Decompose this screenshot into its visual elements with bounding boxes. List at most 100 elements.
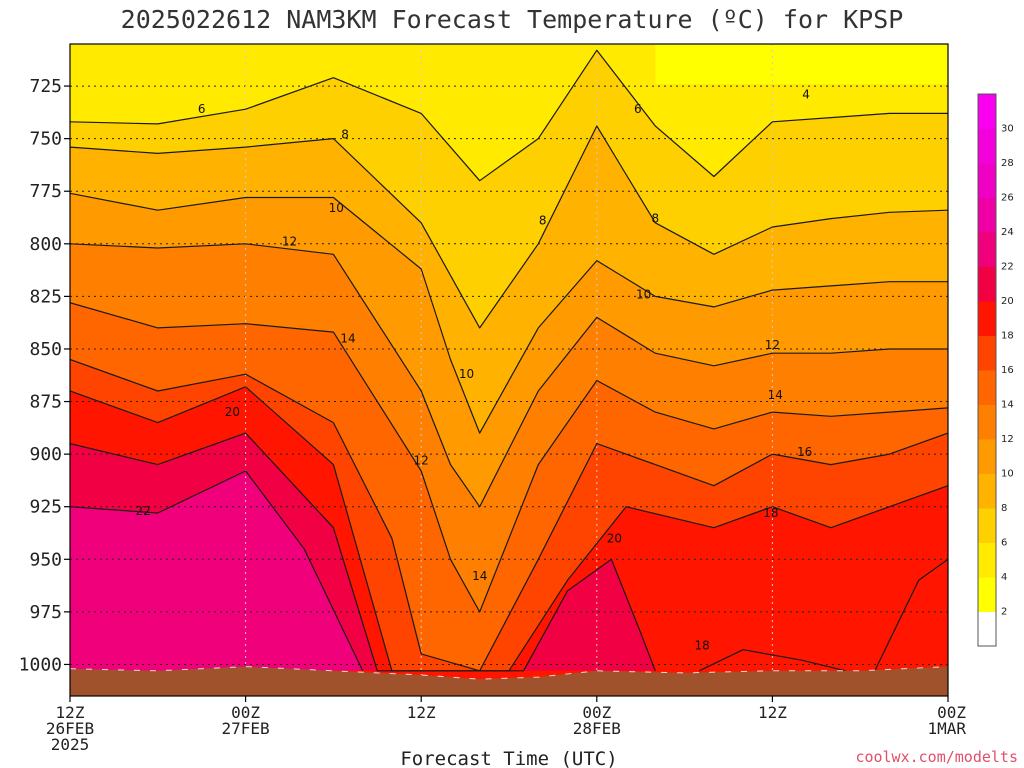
band-fill-22-8 (70, 471, 363, 696)
colorbar-label-24: 24 (1001, 227, 1014, 238)
x-tick-label-12-1: 27FEB (222, 719, 270, 738)
colorbar-frame (977, 93, 997, 647)
isotherm-lines (70, 49, 948, 672)
isotherm-18-9 (698, 649, 846, 672)
isotherm-label-text: 18 (763, 506, 778, 520)
isotherm-label-8: 8 (652, 212, 660, 226)
colorbar-label-6: 6 (1001, 538, 1007, 549)
isotherm-label-text: 6 (634, 102, 642, 116)
isotherm-6-0 (70, 49, 948, 182)
colorbar-label-14: 14 (1001, 400, 1014, 411)
isotherm-8-1 (70, 125, 948, 329)
isotherm-label-14: 14 (340, 331, 355, 345)
isotherm-label-text: 12 (282, 235, 297, 249)
colorbar-swatch-5 (978, 439, 996, 474)
x-tick-label-0-0: 12Z (56, 703, 85, 722)
y-tick-750: 750 (29, 129, 62, 150)
isotherm-12-3 (70, 243, 948, 508)
isotherm-label-18: 18 (695, 639, 710, 653)
colorbar-label-4: 4 (1001, 572, 1007, 583)
colorbar-label-20: 20 (1001, 296, 1014, 307)
isotherm-label-10: 10 (459, 367, 474, 381)
x-tick-label-0-2: 2025 (51, 735, 90, 754)
colorbar-label-2: 2 (1001, 607, 1007, 618)
terrain-area (70, 666, 948, 696)
colorbar-swatch-3 (978, 508, 996, 543)
y-tick-725: 725 (29, 76, 62, 97)
isotherm-label-14: 14 (472, 569, 487, 583)
colorbar-swatch-12 (978, 197, 996, 233)
isotherm-label-20: 20 (607, 531, 622, 545)
colorbar-swatch-9 (978, 301, 996, 336)
x-tick-label-60-0: 00Z (937, 703, 966, 722)
isotherm-labels: 6 4 6 8 10 8 8 12 10 14 12 10 14 20 16 12 18 22 20 14 18 (136, 87, 813, 653)
colorbar-swatch-8 (978, 335, 996, 371)
isotherm-label-text: 18 (695, 639, 710, 653)
isotherm-label-6: 6 (198, 102, 206, 116)
isotherm-label-text: 14 (340, 331, 355, 345)
isotherm-label-20: 20 (225, 405, 240, 419)
isotherm-label-8: 8 (341, 127, 349, 141)
colorbar-label-12: 12 (1001, 434, 1014, 445)
colorbar-swatch-15 (978, 94, 996, 129)
isotherm-label-12: 12 (765, 338, 780, 352)
colorbar-swatch-4 (978, 473, 996, 509)
y-tick-875: 875 (29, 392, 62, 413)
isotherm-label-text: 10 (329, 201, 344, 215)
colorbar-swatch-0 (978, 611, 996, 647)
band-upper-right (655, 44, 948, 84)
colorbar-label-16: 16 (1001, 365, 1014, 376)
isotherm-label-12: 12 (282, 235, 297, 249)
x-tick-label-60-1: 1MAR (927, 719, 966, 738)
x-tick-label-12-0: 00Z (231, 703, 260, 722)
colorbar-label-22: 22 (1001, 262, 1014, 273)
credit-link[interactable]: coolwx.com/modelts (855, 748, 1018, 766)
isotherm-label-14: 14 (768, 388, 783, 402)
isotherm-10-2 (70, 192, 948, 434)
isotherm-16-5 (70, 358, 948, 672)
y-tick-975: 975 (29, 602, 62, 623)
colorbar-label-28: 28 (1001, 158, 1014, 169)
isotherm-label-6: 6 (634, 102, 642, 116)
isotherm-14-4 (70, 302, 948, 613)
colorbar-swatch-11 (978, 232, 996, 267)
x-tick-label-24-0: 12Z (407, 703, 436, 722)
isotherm-label-text: 12 (414, 453, 429, 467)
isotherm-label-text: 16 (797, 445, 812, 459)
isotherm-label-text: 8 (652, 212, 660, 226)
isotherm-label-text: 14 (768, 388, 783, 402)
isotherm-label-4: 4 (802, 87, 810, 101)
isotherm-label-text: 10 (459, 367, 474, 381)
colorbar-swatch-10 (978, 266, 996, 302)
y-axis: 725 750 775 800 825 850 875 900 925 950 975 1000 (19, 76, 70, 675)
x-tick-label-36-0: 00Z (582, 703, 611, 722)
isotherm-label-text: 20 (225, 405, 240, 419)
colorbar-swatch-14 (978, 128, 996, 164)
isotherm-20-7 (70, 432, 656, 672)
isotherm-label-text: 8 (539, 214, 547, 228)
colorbar-swatch-1 (978, 577, 996, 612)
colorbar-swatch-2 (978, 542, 996, 578)
isotherm-label-10: 10 (636, 287, 651, 301)
temperature-fill-bands (70, 44, 948, 696)
isotherm-18-10 (874, 558, 948, 672)
y-tick-850: 850 (29, 339, 62, 360)
isotherm-label-text: 4 (802, 87, 810, 101)
colorbar-label-30: 30 (1001, 124, 1014, 135)
colorbar-label-18: 18 (1001, 331, 1014, 342)
isotherm-label-8: 8 (539, 214, 547, 228)
y-tick-950: 950 (29, 549, 62, 570)
x-tick-label-48-0: 12Z (758, 703, 787, 722)
y-tick-800: 800 (29, 234, 62, 255)
y-tick-825: 825 (29, 286, 62, 307)
isotherm-label-18: 18 (763, 506, 778, 520)
colorbar-label-8: 8 (1001, 503, 1007, 514)
isotherm-label-10: 10 (329, 201, 344, 215)
isotherm-18-6 (70, 386, 948, 672)
y-tick-925: 925 (29, 497, 62, 518)
isotherm-label-16: 16 (797, 445, 812, 459)
colorbar-label-10: 10 (1001, 469, 1014, 480)
